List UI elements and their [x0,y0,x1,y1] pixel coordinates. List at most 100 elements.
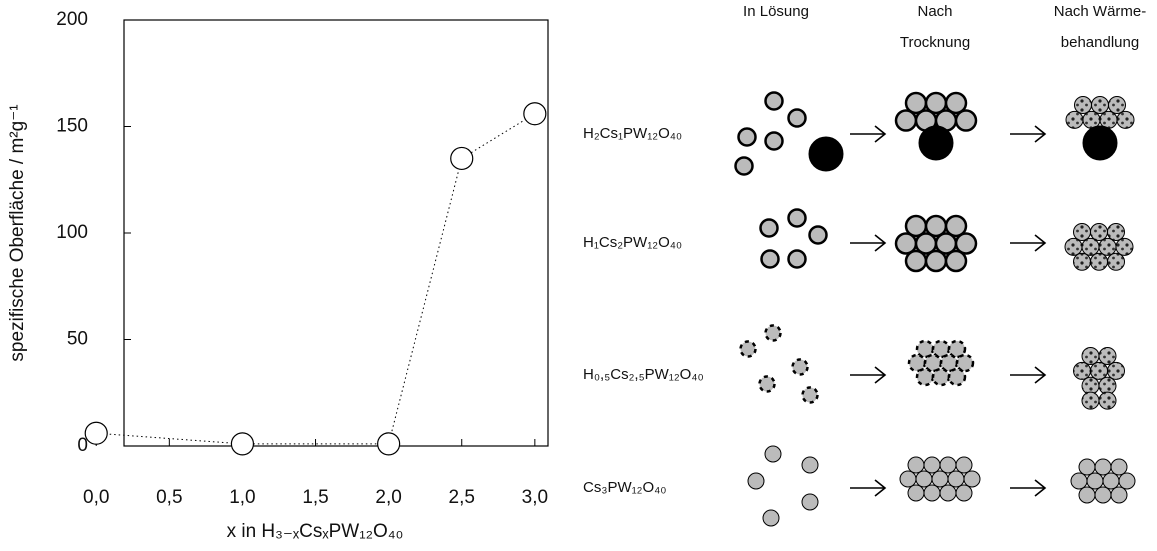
particle [954,232,978,255]
particle [1070,472,1088,490]
particle [734,156,754,176]
particle [1108,96,1126,114]
particle [1081,237,1100,256]
particle [947,339,967,359]
arrow [850,125,887,143]
particle [923,456,941,474]
particle [939,456,957,474]
particle [899,470,917,488]
particle [760,249,780,269]
y-tick-label: 200 [56,9,88,30]
arrow [850,234,887,252]
y-tick-label: 100 [56,222,88,243]
particle [758,375,776,393]
particle [737,127,757,147]
particle [1098,391,1117,410]
particle [954,109,978,132]
particle [1110,458,1128,476]
x-tick-label: 2,5 [449,487,475,508]
particle [808,225,828,245]
column-header: behandlung [1061,34,1139,51]
plot-frame [123,19,549,447]
particle [764,91,784,111]
particle [1091,96,1109,114]
particle [931,367,951,387]
particle [1098,237,1117,256]
particle [1094,458,1112,476]
particle [764,324,782,342]
particle [1102,472,1120,490]
particle [1064,237,1083,256]
y-tick-label: 50 [67,329,88,350]
particle [904,249,928,273]
particle [1086,472,1104,490]
y-axis-label: spezifische Oberfläche / m²g⁻¹ [7,104,28,361]
particle [955,353,975,373]
diagram: In Lösung Nach Trocknung Nach Wärme-behandl… [583,3,1147,527]
particle [1094,486,1112,504]
x-tick-label: 1,0 [229,487,255,508]
particle [1110,486,1128,504]
column-header: Trocknung [900,34,970,51]
x-tick-label: 1,5 [302,487,328,508]
column-header: Nach Wärme- [1054,3,1147,20]
particle [764,445,782,463]
row-label: H₂Cs₁PW₁₂O₄₀ [583,125,682,142]
data-point [84,421,108,445]
particle [1081,391,1100,410]
particle [1078,486,1096,504]
particle [762,509,780,527]
particle [747,472,765,490]
particle [907,484,925,502]
particle [947,470,965,488]
particle [1098,347,1117,365]
row-label: Cs₃PW₁₂O₄₀ [583,479,667,496]
x-tick-label: 3,0 [522,487,548,508]
y-tick-label: 150 [56,116,88,137]
arrow [1010,479,1047,497]
arrow [1010,125,1047,143]
particle [787,208,807,228]
arrow [1010,366,1047,384]
data-point [523,102,547,126]
row-label: H₁Cs₂PW₁₂O₄₀ [583,234,682,251]
particle [963,470,981,488]
particle [944,249,968,273]
particle [931,470,949,488]
arrow [850,479,887,497]
particle [787,249,807,269]
column-header: In Lösung [743,3,809,20]
data-point [230,432,255,456]
particle [1107,252,1125,271]
particle [1073,361,1091,380]
particle [787,108,807,128]
x-tick-label: 0,0 [83,487,109,508]
particle [759,218,779,238]
particle [1082,125,1118,161]
particle [801,456,819,474]
particle [1107,223,1125,241]
particle [1090,361,1108,380]
particle [939,484,957,502]
particle [1118,472,1136,490]
particle [808,136,844,172]
particle [915,470,933,488]
particle [1078,458,1096,476]
arrow [1010,234,1047,252]
x-axis-label: x in H₃₋ₓCsₓPW₁₂O₄₀ [227,521,404,542]
particle [739,340,757,358]
particle [947,367,967,387]
x-tick-label: 2,0 [375,487,401,508]
particle [1107,361,1125,380]
particle [1073,252,1091,271]
particle [1116,110,1135,129]
particle [1065,110,1084,129]
particle [1115,237,1134,256]
particle [924,249,948,273]
particle [1074,96,1092,114]
particle [955,456,973,474]
particle [1090,252,1108,271]
particle [955,484,973,502]
particle [764,131,784,151]
column-header: Nach [917,3,952,20]
